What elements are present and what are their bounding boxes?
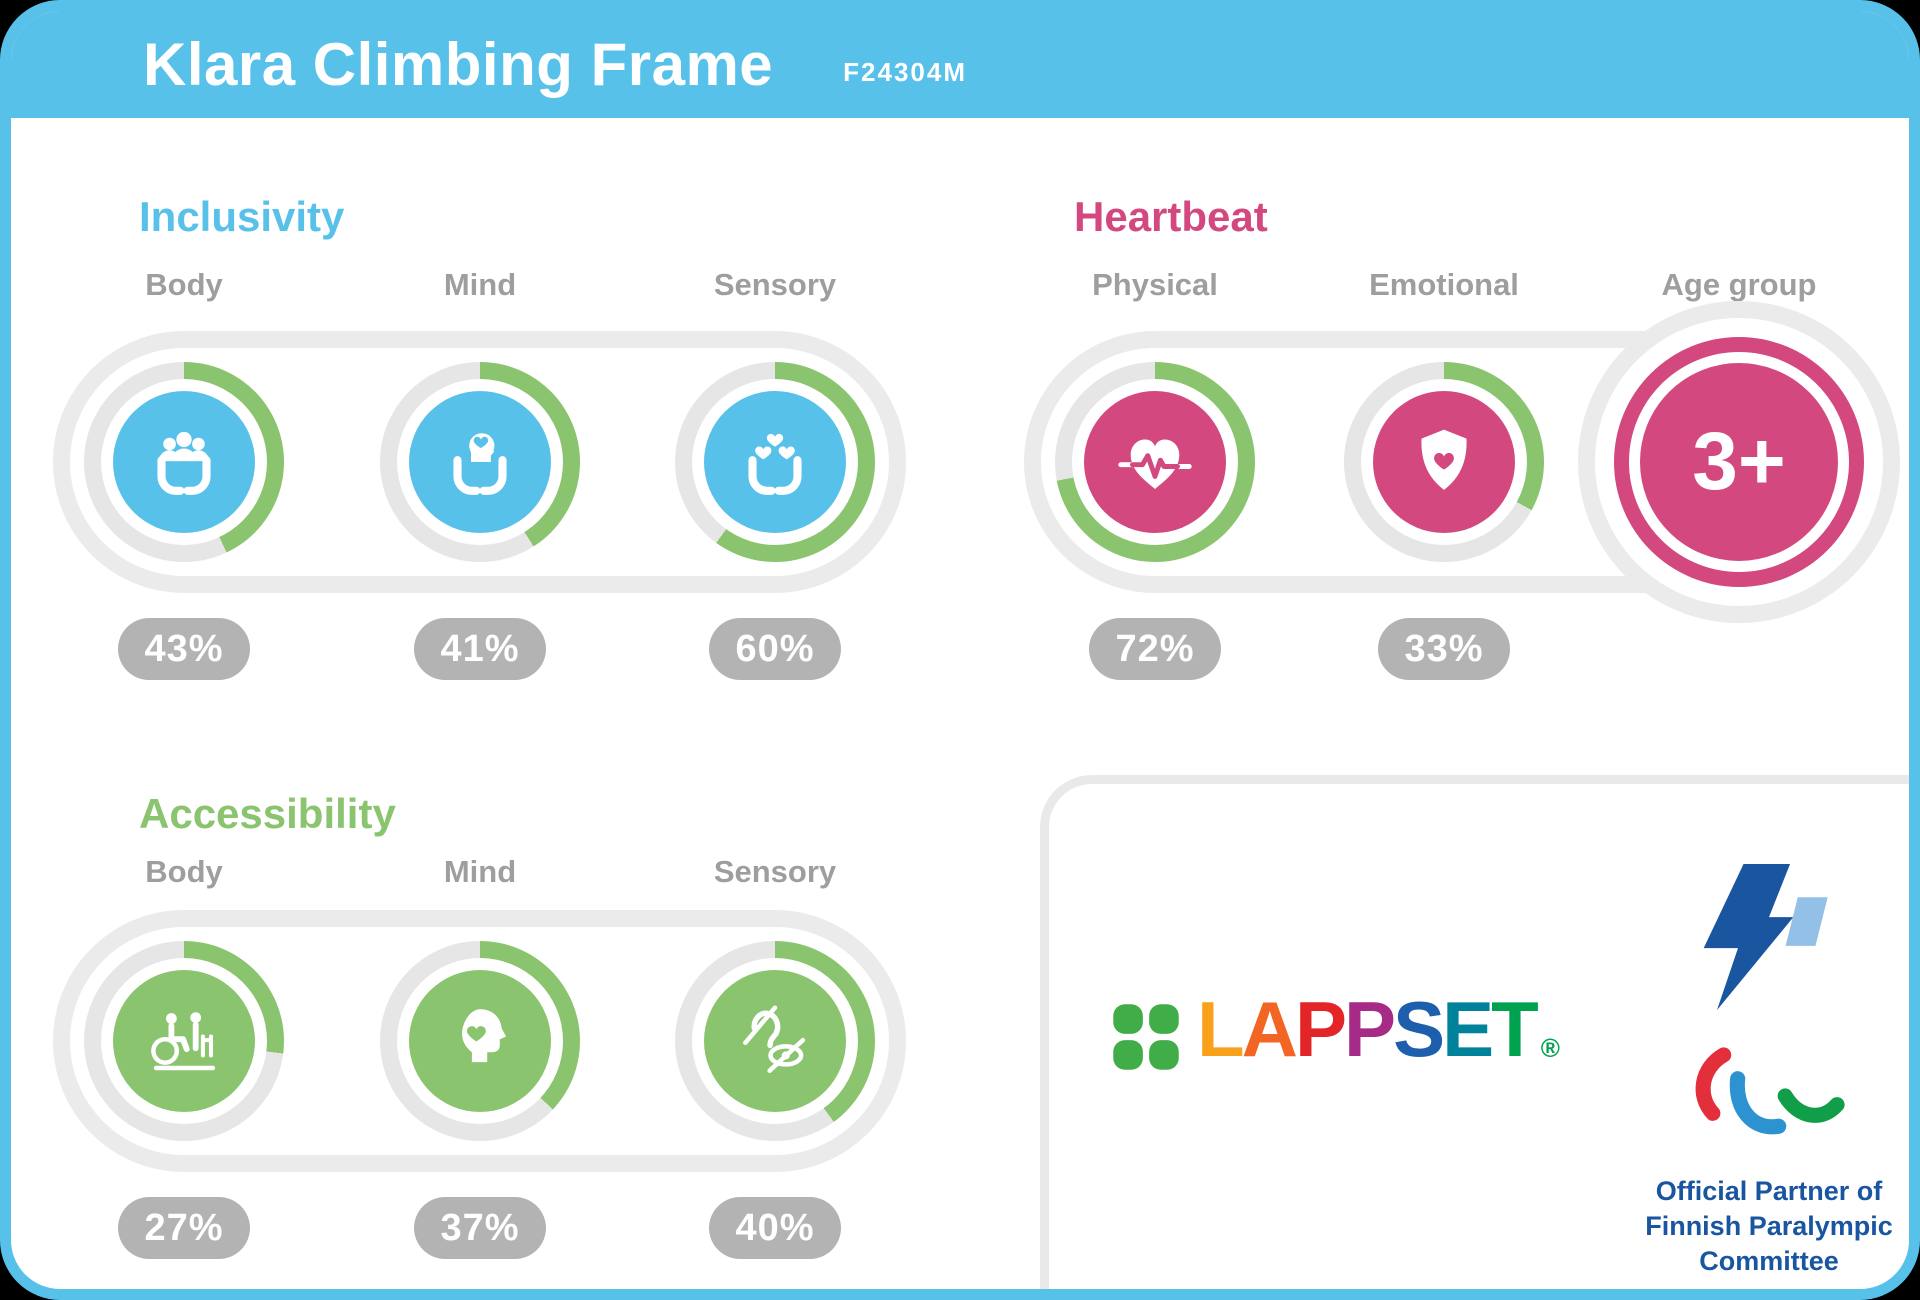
heart-pulse-icon — [1118, 439, 1192, 489]
section-title-accessibility: Accessibility — [139, 790, 396, 837]
wheelchair-walker-icon — [151, 1012, 216, 1071]
column-label-emotional: Emotional — [1369, 267, 1519, 302]
head-heart-icon — [462, 1009, 507, 1063]
lappset-wordmark: LAPPSET — [1197, 990, 1539, 1068]
percent-badge-sensory: 40% — [709, 1197, 841, 1259]
hands-people-icon — [157, 431, 211, 495]
gauge-ring-physical — [1055, 362, 1255, 562]
partner-panel: LAPPSET ® Official Partner of Finnish Pa… — [1040, 775, 1909, 1289]
percent-badge-mind: 37% — [414, 1197, 546, 1259]
gauge-disc — [113, 391, 255, 533]
section-inclusivity: Inclusivity Body Mind Sensory — [53, 193, 943, 751]
percent-badge-body: 43% — [118, 618, 250, 680]
column-label-sensory: Sensory — [713, 267, 837, 302]
column-label-body: Body — [145, 854, 223, 889]
section-accessibility: Accessibility Body Mind Sensory — [53, 790, 943, 1289]
column-label-mind: Mind — [443, 267, 517, 302]
gauge-ring-body — [84, 941, 284, 1141]
lappset-logo: LAPPSET ® — [1197, 990, 1560, 1068]
section-heartbeat: Heartbeat Physical Emotional Age group — [1024, 193, 1909, 751]
paralympic-agitos-icon — [1695, 1047, 1845, 1135]
column-label-mind: Mind — [443, 854, 517, 889]
gauge-disc — [113, 970, 255, 1112]
column-label-body: Body — [145, 267, 223, 302]
header-bar: Klara Climbing Frame F24304M — [11, 11, 1909, 118]
gauge-disc — [409, 391, 551, 533]
percent-badge-sensory: 60% — [709, 618, 841, 680]
gauge-disc — [1084, 391, 1226, 533]
gauge-ring-sensory — [675, 362, 875, 562]
lappset-letter: T — [1491, 985, 1539, 1073]
shield-heart-icon — [1421, 429, 1467, 490]
lappset-letter: P — [1344, 985, 1396, 1073]
page-title: Klara Climbing Frame — [143, 31, 774, 98]
partner-caption: Official Partner of Finnish Paralympic C… — [1624, 1174, 1909, 1279]
hands-hearts-icon — [748, 433, 802, 495]
hands-head-icon — [453, 433, 507, 495]
section-title-inclusivity: Inclusivity — [139, 193, 345, 240]
section-title-heartbeat: Heartbeat — [1074, 193, 1268, 240]
gauge-ring-sensory — [675, 941, 875, 1141]
gauge-disc — [704, 391, 846, 533]
lappset-letter: L — [1197, 985, 1245, 1073]
column-label-sensory: Sensory — [713, 854, 837, 889]
column-label-physical: Physical — [1092, 267, 1218, 302]
paralympic-flash-icon — [1703, 864, 1828, 1011]
registered-trademark-symbol: ® — [1540, 1033, 1560, 1063]
lappset-letter: A — [1241, 985, 1298, 1073]
gauge-disc — [409, 970, 551, 1112]
gauge-ring-body — [84, 362, 284, 562]
age-badge-text: 3+ — [1692, 416, 1786, 507]
percent-badge-physical: 72% — [1089, 618, 1221, 680]
partner-caption-line3: Committee — [1699, 1246, 1839, 1277]
column-label-age-group: Age group — [1661, 267, 1817, 302]
lappset-letter: P — [1295, 985, 1347, 1073]
gauge-ring-mind — [380, 941, 580, 1141]
percent-badge-body: 27% — [118, 1197, 250, 1259]
deafblind-icon — [743, 1005, 806, 1073]
age-badge: 3+ — [1614, 337, 1864, 587]
partner-caption-line1: Official Partner of — [1655, 1176, 1883, 1206]
lappset-letter: E — [1442, 985, 1494, 1073]
lappset-letter: S — [1393, 985, 1445, 1073]
gauge-disc — [704, 970, 846, 1112]
gauge-ring-emotional — [1344, 362, 1544, 562]
percent-badge-mind: 41% — [414, 618, 546, 680]
lappset-clover-icon — [1113, 1004, 1179, 1070]
product-code: F24304M — [843, 57, 967, 87]
partner-caption-line2: Finnish Paralympic — [1645, 1211, 1893, 1242]
gauge-disc — [1373, 391, 1515, 533]
percent-badge-emotional: 33% — [1378, 618, 1510, 680]
gauge-ring-mind — [380, 362, 580, 562]
